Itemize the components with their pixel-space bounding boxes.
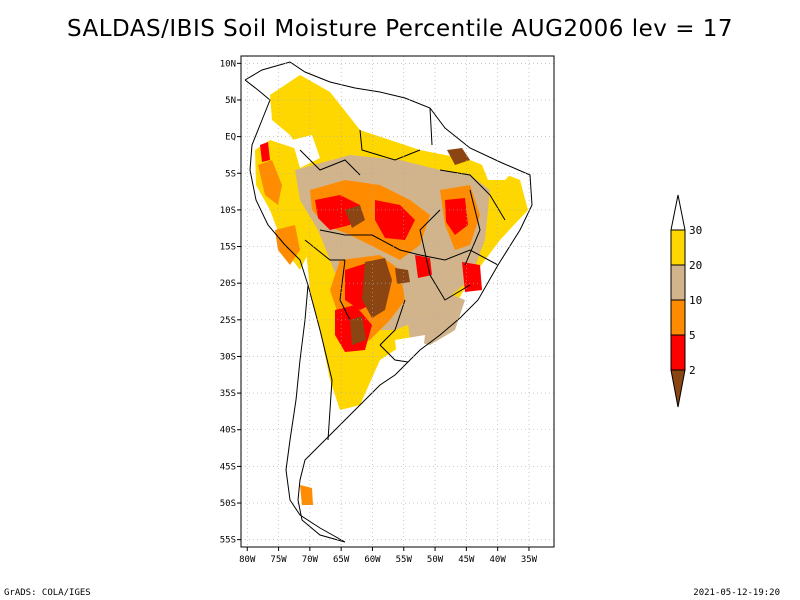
lat-tick-label: 20S [220,279,236,289]
colorbar-top-arrow [670,194,686,231]
footer-timestamp: 2021-05-12-19:20 [693,588,780,598]
lat-tick-label: 10N [220,59,236,69]
lon-tick-label: 35W [521,555,538,565]
lat-tick-label: 25S [220,316,236,326]
colorbar-segment [670,299,686,336]
lat-tick-label: 30S [220,352,236,362]
colorbar-level-label: 5 [689,329,696,342]
lat-tick-label: 50S [220,499,236,509]
lon-tick-label: 55W [396,555,413,565]
colorbar-level-label: 20 [689,259,702,272]
lon-tick-label: 50W [427,555,444,565]
colorbar: 2 5 10 20 30 [670,194,702,408]
lon-tick-label: 70W [302,555,319,565]
lat-tick-label: 5N [225,96,236,106]
lat-tick-label: 10S [220,206,236,216]
lat-tick-label: 45S [220,462,236,472]
coastline-outline [244,61,533,543]
lat-tick-label: 40S [220,426,236,436]
lon-tick-label: 60W [364,555,381,565]
colorbar-level-label: 2 [689,364,696,377]
lat-tick-label: 55S [220,536,236,546]
colorbar-level-label: 30 [689,224,702,237]
lon-tick-label: 80W [239,555,256,565]
plot-frame [240,55,555,548]
lon-tick-label: 40W [490,555,507,565]
soil-moisture-field [255,75,528,505]
lat-tick-label: 15S [220,243,236,253]
colorbar-segment [670,229,686,266]
colorbar-segment [670,334,686,371]
lat-tick-label: 5S [225,169,236,179]
lat-tick-label: EQ [225,133,236,143]
axes: 10N 5N EQ 5S 10S 15S 20S 25S 30S 35S 40S 45S 50S 55S8… [220,59,538,565]
lon-tick-label: 45W [458,555,475,565]
map-title: SALDAS/IBIS Soil Moisture Percentile AUG… [66,16,734,42]
lon-tick-label: 75W [270,555,287,565]
colorbar-segment [670,264,686,301]
colorbar-level-label: 10 [689,294,702,307]
colorbar-bottom-arrow [670,369,686,408]
gridlines [241,56,554,547]
footer-credit: GrADS: COLA/IGES [4,588,91,598]
lon-tick-label: 65W [333,555,350,565]
lat-tick-label: 35S [220,389,236,399]
